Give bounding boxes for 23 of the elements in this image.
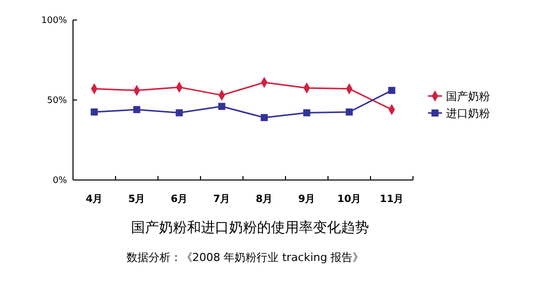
point xyxy=(133,106,140,114)
x-tick-label: 6月 xyxy=(170,194,188,205)
text: 国产奶粉和进口奶粉的使用率变化趋势 xyxy=(131,220,369,236)
point xyxy=(388,86,396,94)
point xyxy=(303,109,310,116)
x-tick-label: 5月 xyxy=(128,194,146,205)
text: 数据分析：《2008 年奶粉行业 tracking 报告》 xyxy=(126,251,364,264)
point xyxy=(90,108,98,116)
x-tick-label: 9月 xyxy=(298,194,316,205)
x-tick-label: 7月 xyxy=(213,194,230,205)
x-tick-label: 11月 xyxy=(380,194,404,205)
point xyxy=(260,114,268,122)
point xyxy=(218,102,226,110)
x-tick-label: 4月 xyxy=(86,194,103,205)
legend-label: 进口奶粉 xyxy=(446,106,490,120)
y-tick-label: 50% xyxy=(46,96,68,106)
legend-label: 国产奶粉 xyxy=(446,90,490,103)
point xyxy=(346,108,353,116)
y-tick-label: 100% xyxy=(41,16,68,26)
x-tick-label: 8月 xyxy=(256,194,273,205)
y-tick-label: 0% xyxy=(52,176,68,186)
point xyxy=(176,109,183,116)
x-tick-label: 10月 xyxy=(337,194,362,205)
